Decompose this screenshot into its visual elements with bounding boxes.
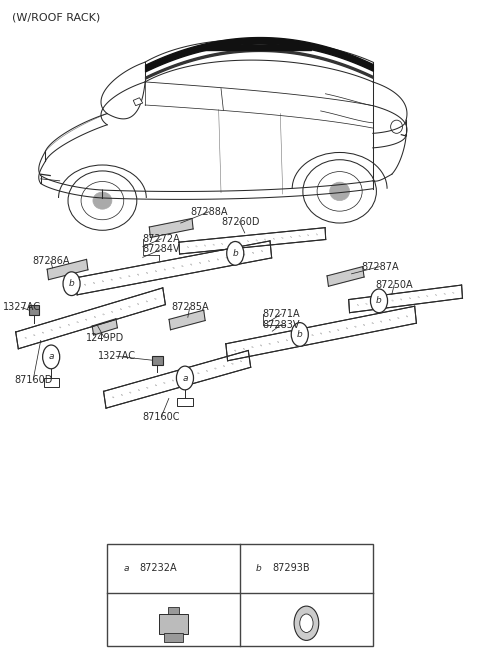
Text: 87285A: 87285A (171, 303, 209, 313)
Bar (159, 614, 188, 634)
Text: 87160C: 87160C (143, 412, 180, 422)
Circle shape (291, 323, 308, 346)
Polygon shape (133, 98, 143, 106)
Polygon shape (226, 306, 417, 361)
Bar (152, 356, 163, 365)
Polygon shape (169, 310, 205, 330)
Polygon shape (327, 267, 364, 286)
Polygon shape (149, 219, 193, 237)
Polygon shape (104, 350, 251, 408)
Text: b: b (69, 279, 74, 288)
Circle shape (119, 558, 133, 578)
Ellipse shape (330, 182, 349, 201)
Bar (29, 305, 39, 315)
Text: (W/ROOF RACK): (W/ROOF RACK) (12, 13, 100, 23)
Text: 87284V: 87284V (143, 245, 180, 255)
Circle shape (63, 272, 80, 295)
Circle shape (252, 558, 266, 578)
Text: 87283V: 87283V (263, 320, 300, 330)
Text: a: a (123, 563, 129, 573)
Text: 87287A: 87287A (361, 261, 399, 271)
Ellipse shape (93, 192, 112, 209)
Text: 87286A: 87286A (32, 256, 70, 266)
Polygon shape (16, 288, 166, 349)
Bar (164, 633, 183, 642)
Text: 87160D: 87160D (14, 375, 53, 385)
Circle shape (227, 241, 244, 265)
Bar (168, 607, 179, 614)
Bar (178, 398, 192, 406)
Polygon shape (75, 241, 272, 295)
Text: a: a (48, 352, 54, 361)
Text: 1249PD: 1249PD (86, 332, 124, 342)
Text: 1327AC: 1327AC (97, 351, 136, 361)
Text: b: b (232, 249, 238, 258)
Text: b: b (256, 563, 262, 573)
Circle shape (43, 345, 60, 369)
Text: 87293B: 87293B (272, 563, 310, 573)
Bar (107, 543, 373, 646)
Text: a: a (182, 374, 188, 382)
Text: 87232A: 87232A (139, 563, 177, 573)
Circle shape (300, 614, 313, 632)
Polygon shape (92, 319, 117, 335)
Text: 87271A: 87271A (263, 309, 300, 319)
Text: 87250A: 87250A (376, 280, 413, 290)
Text: 87288A: 87288A (190, 207, 228, 217)
Circle shape (294, 606, 319, 640)
Bar (44, 378, 59, 386)
Text: b: b (376, 297, 382, 305)
Text: 87260D: 87260D (221, 217, 260, 227)
Text: 87272A: 87272A (143, 234, 180, 244)
Circle shape (371, 289, 387, 313)
Circle shape (177, 366, 193, 390)
Text: b: b (297, 330, 303, 339)
Polygon shape (47, 259, 88, 280)
Polygon shape (348, 285, 462, 313)
Text: 1327AC: 1327AC (3, 303, 41, 313)
Polygon shape (179, 227, 326, 254)
